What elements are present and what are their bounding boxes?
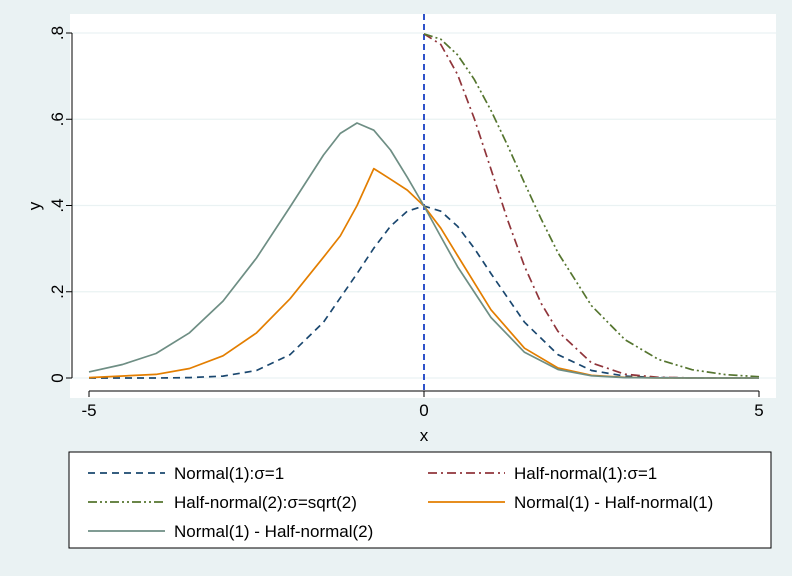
y-tick-label-0: 0	[48, 373, 67, 382]
series-line-4	[88, 122, 759, 379]
legend-label-3: Normal(1) - Half-normal(1)	[514, 493, 713, 512]
x-tick-label-1: 0	[419, 401, 428, 420]
y-tick-label-4: .8	[48, 26, 67, 40]
y-tick-label-2: .4	[48, 198, 67, 212]
legend-label-2: Half-normal(2):σ=sqrt(2)	[174, 493, 357, 512]
x-tick-label-2: 5	[754, 401, 763, 420]
legend-label-1: Half-normal(1):σ=1	[514, 464, 657, 483]
series-line-2	[423, 33, 760, 378]
y-tick-label-1: .2	[48, 285, 67, 299]
series-line-1	[423, 33, 760, 379]
legend: Normal(1):σ=1 Half-normal(1):σ=1 Half-norm…	[88, 464, 713, 541]
x-axis-title: x	[420, 426, 429, 445]
legend-box	[68, 451, 772, 549]
legend-label-0: Normal(1):σ=1	[174, 464, 284, 483]
legend-label-4: Normal(1) - Half-normal(2)	[174, 522, 373, 541]
x-ticks: -5 0 5	[81, 391, 764, 420]
x-tick-label-0: -5	[81, 401, 96, 420]
y-ticks: 0 .2 .4 .6 .8	[48, 26, 72, 383]
series-lines	[88, 33, 760, 379]
y-tick-label-3: .6	[48, 112, 67, 126]
y-axis-title: y	[25, 201, 44, 210]
